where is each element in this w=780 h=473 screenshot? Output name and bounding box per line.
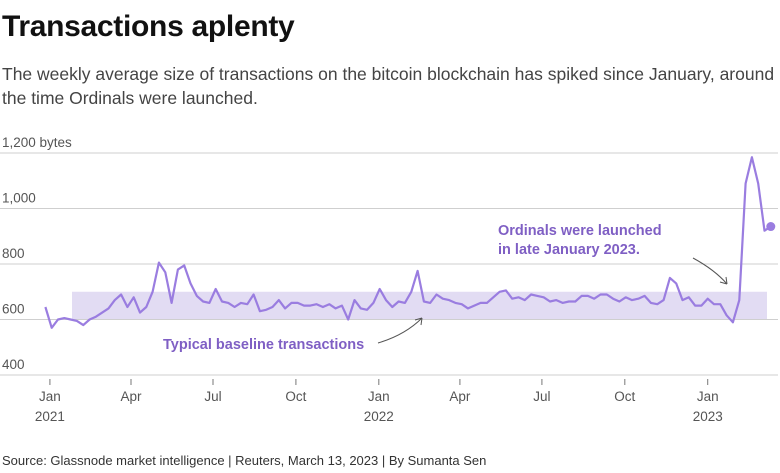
series-line-layer: [44, 156, 776, 329]
baseline-arrow: [377, 317, 423, 344]
x-tick-label: Apr: [121, 389, 143, 404]
ordinals-arrow: [692, 257, 728, 285]
chart-title: Transactions aplenty: [2, 10, 295, 43]
x-tick-label: Oct: [285, 389, 306, 404]
annotations: Ordinals were launched in late January 20…: [163, 223, 728, 353]
x-tick-label: Jul: [204, 389, 221, 404]
baseline-band-layer: [72, 291, 767, 320]
chart-subtitle: The weekly average size of transactions …: [2, 64, 775, 108]
y-tick-label: 600: [2, 302, 25, 317]
ordinals-arrowhead: [719, 276, 728, 285]
ordinals-annotation-text: in late January 2023.: [498, 242, 640, 258]
x-tick-label: Apr: [449, 389, 471, 404]
x-tick-label: Jul: [533, 389, 550, 404]
series-end-marker: [766, 222, 776, 232]
series-line: [44, 156, 772, 329]
x-tick-year-label: 2023: [693, 409, 723, 424]
baseline-arrowhead: [414, 317, 423, 326]
x-tick-label: Jan: [697, 389, 719, 404]
gridlines: 400 600 800 1,000 1,200 bytes: [0, 135, 778, 376]
source-note: Source: Glassnode market intelligence | …: [2, 453, 487, 468]
baseline-annotation-text: Typical baseline transactions: [163, 337, 364, 353]
x-tick-label: Jan: [39, 389, 61, 404]
x-tick-label: Oct: [614, 389, 635, 404]
y-tick-label: 1,200 bytes: [2, 135, 72, 150]
x-tick-year-label: 2022: [364, 409, 394, 424]
y-tick-label: 400: [2, 357, 25, 372]
y-tick-label: 800: [2, 246, 25, 261]
x-tick-year-label: 2021: [35, 409, 65, 424]
y-tick-label: 1,000: [2, 191, 36, 206]
x-tick-label: Jan: [368, 389, 390, 404]
ordinals-annotation-text: Ordinals were launched: [498, 223, 662, 239]
x-axis: Jan 2021 Apr Jul Oct Jan 2022 Apr Jul Oct Jan 2023: [35, 379, 723, 424]
baseline-band: [72, 291, 767, 320]
